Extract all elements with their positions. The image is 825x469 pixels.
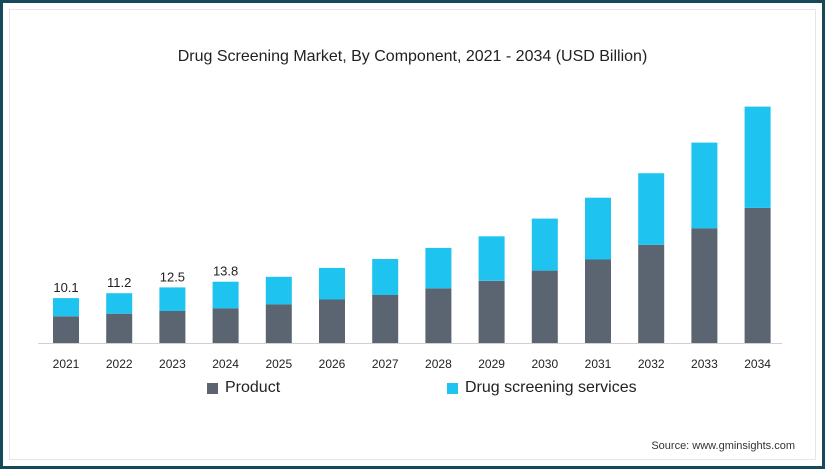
bar-services-2034 xyxy=(744,106,771,208)
bar-product-2030 xyxy=(531,270,558,343)
bar-services-2031 xyxy=(585,197,611,260)
x-tick-2026: 2026 xyxy=(319,357,346,371)
x-tick-2024: 2024 xyxy=(212,357,239,371)
chart-title: Drug Screening Market, By Component, 202… xyxy=(177,48,648,65)
bar-product-2028 xyxy=(425,288,452,343)
bar-product-2023 xyxy=(159,311,186,343)
bar-services-2021 xyxy=(53,298,79,317)
bar-product-2033 xyxy=(691,228,718,343)
bar-services-2025 xyxy=(265,276,292,305)
bar-services-2028 xyxy=(425,247,452,289)
x-tick-2023: 2023 xyxy=(159,357,186,371)
x-tick-2025: 2025 xyxy=(265,357,292,371)
data-label-2024: 13.8 xyxy=(213,264,238,279)
bar-services-2027 xyxy=(372,259,399,295)
data-label-2023: 12.5 xyxy=(160,269,185,284)
bar-product-2026 xyxy=(319,299,345,343)
source-note: Source: www.gminsights.com xyxy=(651,440,795,452)
bar-product-2031 xyxy=(585,259,611,343)
x-tick-2022: 2022 xyxy=(106,357,133,371)
bar-product-2032 xyxy=(638,244,665,343)
x-tick-2029: 2029 xyxy=(478,357,505,371)
bar-product-2034 xyxy=(744,207,771,343)
x-tick-2031: 2031 xyxy=(585,357,612,371)
legend-swatch-product xyxy=(207,382,218,394)
x-tick-2034: 2034 xyxy=(744,357,771,371)
bar-services-2032 xyxy=(638,173,665,245)
x-tick-2030: 2030 xyxy=(531,357,558,371)
bar-product-2025 xyxy=(265,304,292,343)
bar-services-2033 xyxy=(691,142,718,229)
bar-services-2026 xyxy=(319,267,345,300)
bar-product-2021 xyxy=(53,316,79,343)
legend-label-product: Product xyxy=(225,379,281,396)
bar-product-2027 xyxy=(372,295,399,343)
bar-product-2024 xyxy=(212,308,239,343)
legend-swatch-services xyxy=(447,382,458,394)
x-tick-2028: 2028 xyxy=(425,357,452,371)
legend-label-services: Drug screening services xyxy=(465,379,637,396)
bar-services-2030 xyxy=(531,218,558,271)
data-label-2022: 11.2 xyxy=(107,275,131,290)
bar-product-2029 xyxy=(478,280,505,343)
bar-product-2022 xyxy=(106,313,133,343)
bar-services-2024 xyxy=(212,281,239,309)
bar-services-2029 xyxy=(478,236,505,281)
chart-panel xyxy=(9,9,816,460)
bar-services-2022 xyxy=(106,293,133,314)
bar-services-2023 xyxy=(159,287,186,311)
legend: Product Drug screening services xyxy=(207,379,637,397)
x-tick-2032: 2032 xyxy=(638,357,665,371)
legend-item-services: Drug screening services xyxy=(447,379,637,397)
legend-item-product: Product xyxy=(207,379,280,397)
data-label-2021: 10.1 xyxy=(53,280,78,295)
x-tick-2033: 2033 xyxy=(691,357,718,371)
x-tick-2027: 2027 xyxy=(372,357,399,371)
x-tick-2021: 2021 xyxy=(53,357,80,371)
